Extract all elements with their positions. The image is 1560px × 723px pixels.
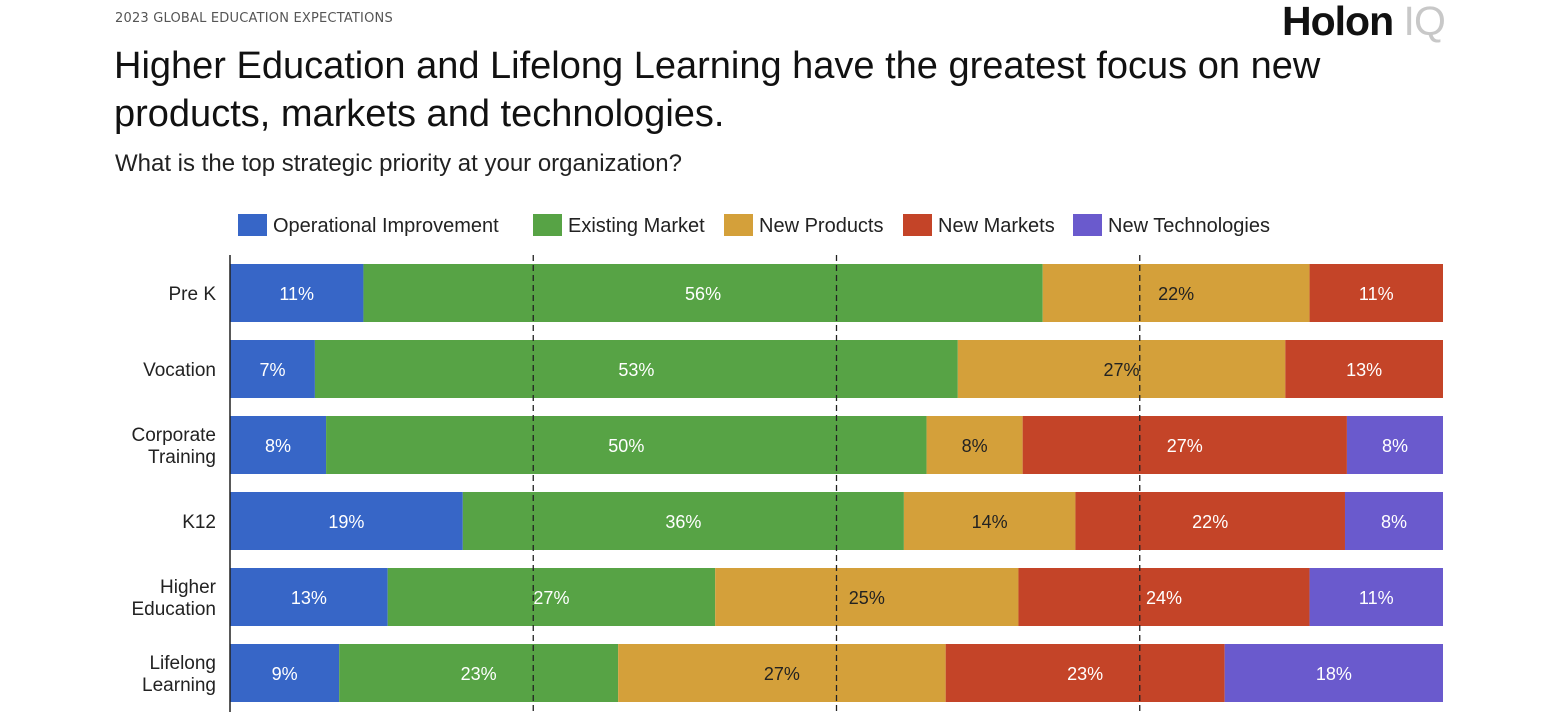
data-label: 8% [962,436,988,456]
bar-segment [387,568,716,626]
bar-segment [1022,416,1347,474]
legend-swatch [903,214,932,236]
data-label: 36% [665,512,701,532]
data-label: 53% [618,360,654,380]
category-label: Learning [142,675,216,696]
data-label: 23% [461,664,497,684]
data-label: 8% [1382,436,1408,456]
report-kicker: 2023 GLOBAL EDUCATION EXPECTATIONS [115,11,393,26]
bar-segment [1309,264,1443,322]
data-label: 27% [533,588,569,608]
data-label: 7% [259,360,285,380]
category-label: Education [131,599,216,620]
page-title: Higher Education and Lifelong Learning h… [114,45,1321,135]
data-label: 11% [1359,588,1394,608]
legend-label: New Products [759,215,884,237]
category-label: Training [148,447,216,468]
data-label: 14% [972,512,1008,532]
data-label: 27% [1167,436,1203,456]
category-label: Pre K [168,284,216,305]
legend-swatch [238,214,267,236]
holoniq-logo: Holon IQ [1282,0,1446,44]
bar-segment [1224,644,1443,702]
data-label: 19% [328,512,364,532]
data-label: 23% [1067,664,1103,684]
bar-segment [715,568,1019,626]
bar-segment [1285,340,1443,398]
bar-segment [230,264,364,322]
data-label: 8% [1381,512,1407,532]
bar-segment [926,416,1023,474]
data-label: 22% [1192,512,1228,532]
data-label: 9% [272,664,298,684]
legend-swatch [1073,214,1102,236]
data-label: 22% [1158,284,1194,304]
legend-label: Existing Market [568,215,705,237]
data-label: 11% [279,284,314,304]
category-label: Corporate [132,425,217,446]
legend-swatch [533,214,562,236]
category-label: K12 [182,512,216,533]
bar-segment [618,644,946,702]
data-label: 13% [1346,360,1382,380]
data-label: 11% [1359,284,1394,304]
legend-label: New Technologies [1108,215,1270,237]
category-label: Lifelong [149,653,216,674]
bar-segment [957,340,1286,398]
bar-segment [230,340,315,398]
data-label: 56% [685,284,721,304]
bar-segment [903,492,1076,550]
bar-segment [230,492,463,550]
bar-segment [1309,568,1443,626]
bar-segment [326,416,927,474]
data-label: 24% [1146,588,1182,608]
data-label: 27% [764,664,800,684]
bar-segment [230,568,388,626]
bar-segment [339,644,619,702]
legend-label: New Markets [938,215,1055,237]
data-label: 13% [291,588,327,608]
bar-segment [1075,492,1345,550]
bar-segment [230,416,327,474]
legend-label: Operational Improvement [273,215,499,237]
bar-segment [1042,264,1310,322]
data-label: 27% [1104,360,1140,380]
bar-segment [230,644,340,702]
chart-subtitle: What is the top strategic priority at yo… [115,150,682,177]
bar-segment [363,264,1043,322]
category-label: Higher [160,577,217,598]
category-label: Vocation [143,360,216,381]
data-label: 25% [849,588,885,608]
data-label: 8% [265,436,291,456]
bar-segment [945,644,1225,702]
legend-swatch [724,214,753,236]
bar-segment [1344,492,1443,550]
bar-segment [462,492,904,550]
bar-segment [314,340,958,398]
bar-segment [1018,568,1310,626]
bar-segment [1346,416,1443,474]
data-label: 50% [608,436,644,456]
data-label: 18% [1316,664,1352,684]
